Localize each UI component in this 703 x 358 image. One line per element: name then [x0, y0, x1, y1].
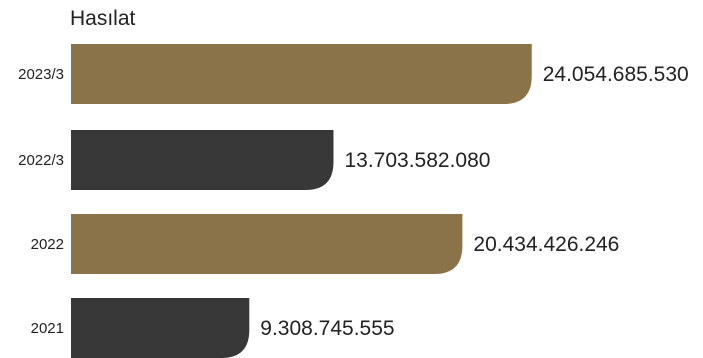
- bar-2021: [71, 298, 250, 358]
- bar-2022-3: [71, 130, 334, 190]
- bar-2023-3: [71, 44, 532, 104]
- bar-2022: [71, 214, 463, 274]
- category-label: 2021: [31, 320, 64, 337]
- category-label: 2023/3: [18, 66, 64, 83]
- category-label: 2022: [31, 236, 64, 253]
- bars-group: 2023/3 24.054.685.530 2022/3 13.703.582.080…: [18, 44, 689, 358]
- chart-title: Hasılat: [70, 7, 136, 30]
- value-label: 13.703.582.080: [344, 149, 490, 172]
- value-label: 9.308.745.555: [260, 317, 394, 340]
- category-label: 2022/3: [18, 152, 64, 169]
- value-label: 24.054.685.530: [543, 63, 689, 86]
- value-label: 20.434.426.246: [473, 233, 619, 256]
